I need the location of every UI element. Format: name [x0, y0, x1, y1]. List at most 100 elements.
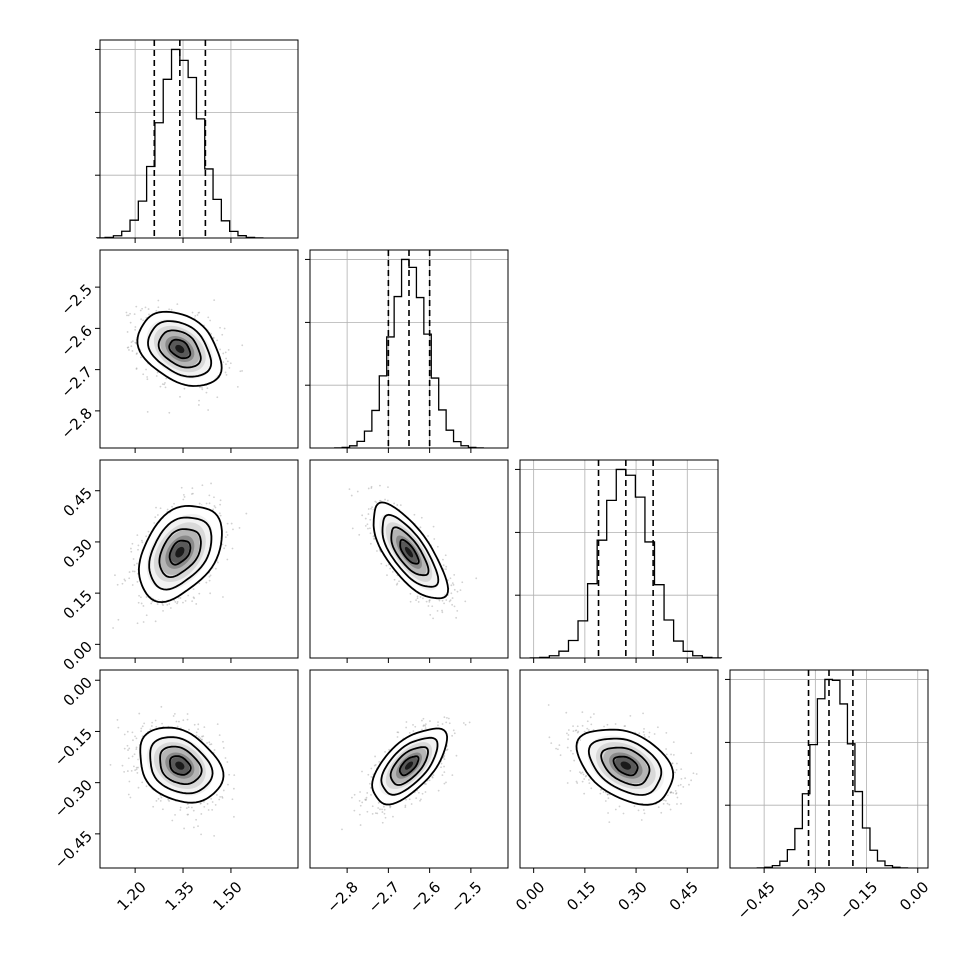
- sample-point: [134, 326, 137, 328]
- sample-point: [194, 314, 197, 317]
- sample-point: [201, 484, 204, 487]
- sample-point: [432, 525, 435, 528]
- contour-line: [168, 755, 192, 776]
- sample-point: [148, 313, 150, 316]
- sample-point: [207, 316, 210, 319]
- sample-point: [421, 792, 424, 795]
- sample-point: [218, 734, 221, 737]
- sample-point: [358, 813, 361, 816]
- sample-point: [372, 535, 375, 538]
- sample-point: [385, 564, 388, 567]
- sample-point: [586, 720, 589, 723]
- sample-point: [136, 622, 139, 625]
- sample-point: [155, 799, 158, 802]
- sample-point: [419, 526, 422, 529]
- sample-point: [138, 594, 140, 597]
- sample-point: [448, 600, 451, 603]
- sample-point: [141, 541, 144, 544]
- sample-point: [388, 748, 391, 751]
- sample-point: [393, 578, 396, 581]
- sample-point: [379, 484, 381, 487]
- sample-point: [176, 601, 179, 603]
- sample-point: [150, 602, 153, 605]
- sample-point: [424, 727, 427, 729]
- sample-point: [433, 538, 436, 540]
- sample-point: [147, 530, 150, 533]
- contour-line: [159, 745, 203, 785]
- sample-point: [583, 730, 586, 733]
- sample-point: [239, 370, 242, 373]
- sample-point: [431, 605, 434, 608]
- sample-point: [451, 774, 454, 777]
- sample-point: [126, 770, 129, 772]
- sample-point: [145, 785, 148, 788]
- sample-point: [173, 599, 175, 602]
- sample-point: [225, 363, 227, 366]
- density-shade: [404, 546, 414, 558]
- sample-point: [203, 805, 206, 808]
- sample-point: [197, 728, 200, 731]
- sample-point: [229, 362, 232, 365]
- sample-point: [208, 494, 211, 497]
- sample-point: [157, 299, 160, 302]
- sample-point: [222, 789, 225, 792]
- sample-point: [203, 800, 205, 803]
- sample-point: [212, 508, 215, 511]
- sample-point: [351, 527, 354, 530]
- sample-point: [382, 805, 385, 808]
- sample-point: [599, 788, 602, 791]
- sample-point: [427, 535, 429, 537]
- panel-frame: [729, 669, 929, 869]
- sample-point: [672, 754, 675, 756]
- sample-point: [186, 813, 189, 816]
- sample-point: [366, 523, 369, 526]
- sample-point: [213, 505, 216, 507]
- sample-point: [218, 798, 221, 801]
- sample-point: [396, 504, 399, 506]
- sample-point: [126, 314, 128, 317]
- sample-point: [197, 311, 200, 314]
- sample-point: [145, 368, 147, 371]
- sample-point: [143, 722, 146, 725]
- sample-point: [232, 528, 234, 531]
- sample-point: [116, 719, 119, 721]
- sample-point: [456, 609, 459, 612]
- sample-point: [135, 368, 138, 370]
- sample-point: [173, 712, 176, 715]
- sample-point: [443, 716, 446, 719]
- sample-point: [190, 806, 193, 809]
- sample-point: [672, 741, 675, 744]
- sample-point: [447, 717, 450, 720]
- sample-point: [464, 723, 467, 726]
- sample-point: [221, 795, 223, 798]
- sample-point: [445, 781, 447, 784]
- sample-point: [185, 807, 188, 810]
- sample-point: [216, 339, 219, 342]
- sample-point: [366, 810, 369, 813]
- sample-point: [176, 303, 179, 306]
- sample-point: [123, 747, 126, 750]
- sample-point: [142, 373, 145, 376]
- sample-point: [140, 602, 143, 605]
- sample-point: [175, 720, 178, 723]
- sample-point: [206, 802, 209, 805]
- sample-point: [675, 792, 678, 794]
- sample-point: [141, 307, 143, 310]
- sample-point: [422, 597, 424, 600]
- sample-point: [160, 705, 163, 708]
- sample-point: [157, 306, 160, 309]
- panel-frame: [309, 459, 509, 659]
- sample-point: [446, 716, 448, 719]
- sample-point: [123, 733, 126, 736]
- sample-point: [228, 367, 231, 369]
- sample-point: [588, 782, 591, 785]
- sample-point: [140, 539, 143, 542]
- sample-point: [151, 721, 154, 724]
- sample-point: [227, 783, 229, 786]
- sample-point: [134, 328, 137, 331]
- sample-point: [405, 798, 407, 801]
- sample-point: [398, 580, 400, 583]
- contour-line: [372, 501, 450, 600]
- sample-point: [208, 575, 211, 578]
- hist-panel-1: [95, 39, 299, 239]
